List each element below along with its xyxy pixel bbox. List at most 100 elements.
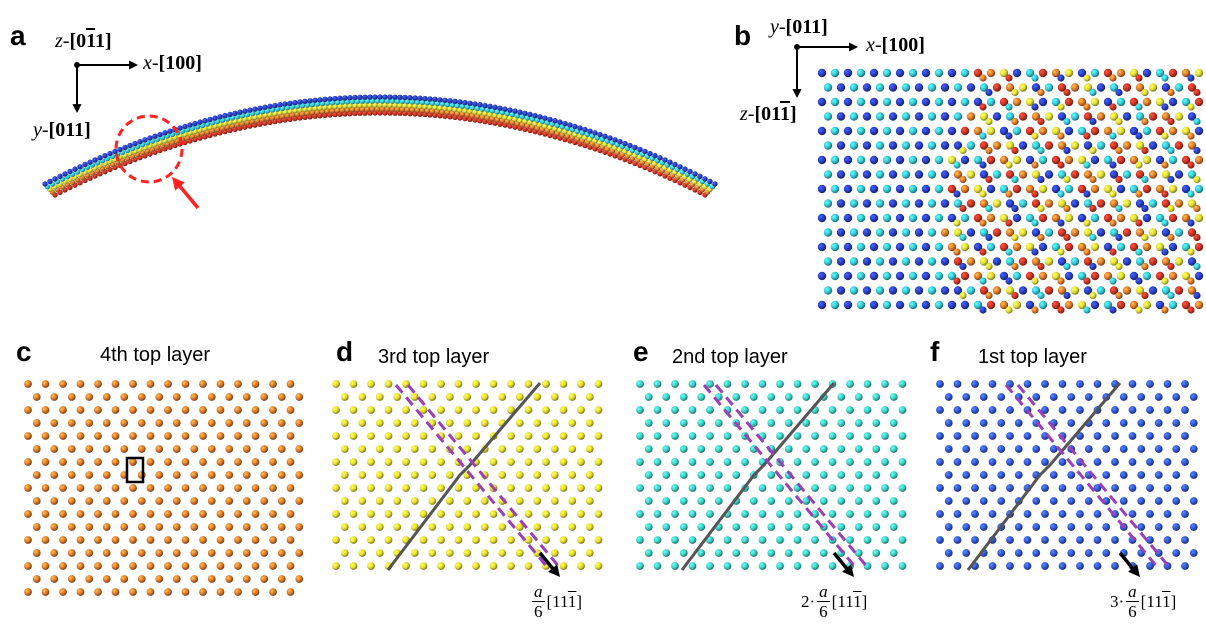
atom [1142, 271, 1152, 281]
atom [1146, 562, 1154, 570]
atom [1187, 277, 1195, 285]
atom [1194, 68, 1204, 78]
atom [267, 103, 273, 110]
atom [50, 575, 59, 583]
atom [217, 114, 223, 120]
arrowhead [172, 177, 185, 191]
atom [216, 432, 225, 440]
atom [960, 213, 970, 223]
atom [347, 102, 353, 109]
atom [1103, 271, 1113, 281]
atom [1077, 155, 1087, 165]
atom [1025, 155, 1035, 165]
atom [953, 380, 962, 388]
atom [1109, 190, 1117, 198]
atom [234, 588, 242, 596]
atom [1161, 103, 1169, 111]
atom [707, 178, 713, 185]
atom [67, 445, 76, 453]
atom [242, 108, 248, 114]
atom [94, 484, 102, 492]
atom [369, 106, 376, 112]
atom [959, 204, 967, 213]
arrowhead [1128, 564, 1140, 577]
atom [973, 126, 983, 136]
atom [1189, 471, 1198, 479]
atom [332, 562, 340, 570]
atom [202, 118, 208, 124]
atom [517, 109, 523, 115]
atom [41, 406, 50, 414]
atom [1148, 286, 1158, 295]
atom [1116, 300, 1126, 310]
atom [811, 484, 819, 492]
atom [1109, 132, 1117, 140]
atom [97, 155, 103, 161]
atom [934, 300, 944, 310]
atom [1057, 199, 1067, 208]
atom [1025, 126, 1035, 136]
atom [936, 484, 944, 492]
atom [1057, 286, 1067, 295]
atom [882, 213, 892, 223]
atom [1174, 286, 1184, 295]
atom [1141, 291, 1149, 300]
atom [1063, 262, 1071, 271]
burgers-vector-label-d: a 6 [111] [532, 582, 583, 621]
atom [714, 445, 723, 453]
atom [402, 406, 410, 414]
atom [1077, 97, 1087, 107]
atom [1135, 103, 1143, 111]
atom [340, 393, 349, 401]
atom [819, 549, 828, 557]
atom [1163, 458, 1172, 466]
atom [1031, 112, 1041, 121]
atom [988, 406, 997, 414]
atom [199, 510, 207, 518]
atom [594, 380, 603, 388]
atom [332, 103, 338, 110]
atom [234, 458, 242, 466]
atom [802, 471, 811, 479]
atom [1018, 112, 1028, 121]
atom [1038, 155, 1048, 165]
atom [1168, 126, 1178, 136]
atom [1119, 471, 1128, 479]
atom [697, 549, 706, 557]
atom [973, 300, 983, 310]
atom [41, 484, 50, 492]
atom [1161, 132, 1169, 140]
atom [1041, 484, 1049, 492]
atom [973, 242, 983, 252]
atom [934, 213, 944, 223]
atom [889, 393, 898, 401]
atom [94, 406, 102, 414]
atom [111, 458, 120, 466]
atom [94, 510, 102, 518]
atom [472, 510, 480, 518]
atom [671, 380, 679, 388]
atom [1077, 126, 1087, 136]
atom [671, 458, 679, 466]
atom [127, 142, 133, 149]
atom [793, 432, 802, 440]
atom [843, 271, 853, 281]
atom [277, 497, 286, 505]
atom [1137, 497, 1146, 505]
atom [1161, 277, 1169, 285]
atom [1137, 471, 1146, 479]
atom [1129, 213, 1139, 223]
title-4th-top-layer: 4th top layer [100, 344, 211, 366]
atom [367, 432, 375, 440]
atom [688, 432, 697, 440]
atom [234, 536, 242, 544]
atom [1181, 271, 1191, 281]
atom [863, 536, 872, 544]
atom [463, 497, 472, 505]
atom [1187, 103, 1195, 111]
atom [577, 406, 585, 414]
atom [559, 432, 568, 440]
atom [1115, 233, 1123, 242]
atom [1135, 83, 1145, 92]
atom [454, 432, 463, 440]
